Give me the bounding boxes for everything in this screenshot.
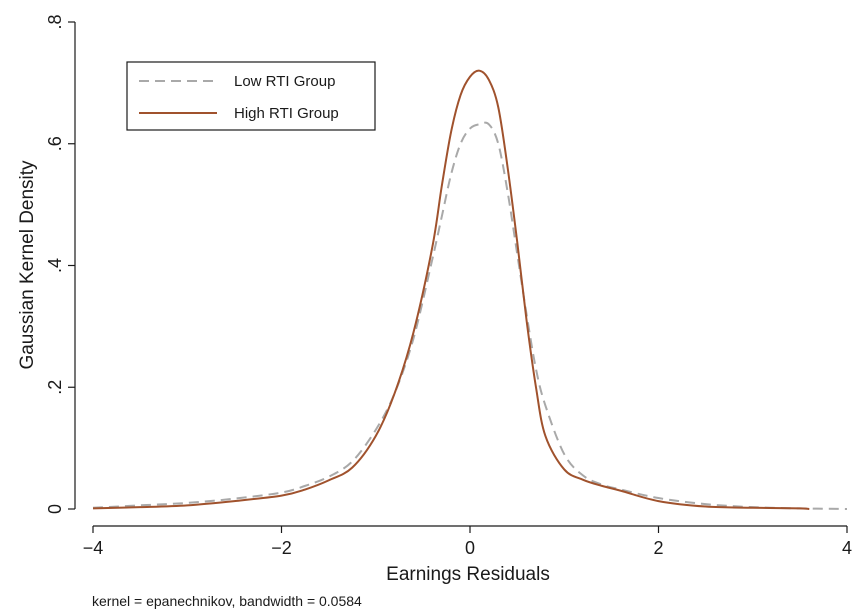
series-layer xyxy=(92,69,848,510)
y-axis-title: Gaussian Kernel Density xyxy=(17,160,38,370)
x-tick-label: 4 xyxy=(842,538,852,558)
legend: Low RTI Group High RTI Group xyxy=(126,61,376,131)
legend-label-low-rti: Low RTI Group xyxy=(234,73,335,90)
kernel-note: kernel = epanechnikov, bandwidth = 0.058… xyxy=(92,593,362,609)
y-tick-label: .2 xyxy=(45,380,65,395)
x-tick-label: −4 xyxy=(83,538,104,558)
x-tick-label: 2 xyxy=(653,538,663,558)
x-tick-label: −2 xyxy=(271,538,292,558)
y-tick-label: .8 xyxy=(45,14,65,29)
series-line-low-rti xyxy=(92,121,848,510)
x-axis-title: Earnings Residuals xyxy=(386,564,550,585)
y-tick-label: .6 xyxy=(45,136,65,151)
y-tick-label: .4 xyxy=(45,258,65,273)
x-tick-label: 0 xyxy=(465,538,475,558)
series-line-high-rti xyxy=(92,69,810,510)
y-tick-label: 0 xyxy=(45,504,65,514)
legend-label-high-rti: High RTI Group xyxy=(234,105,339,122)
axes: −4 −2 0 2 4 0 .2 .4 .6 .8 xyxy=(45,14,852,558)
legend-box xyxy=(126,61,376,131)
